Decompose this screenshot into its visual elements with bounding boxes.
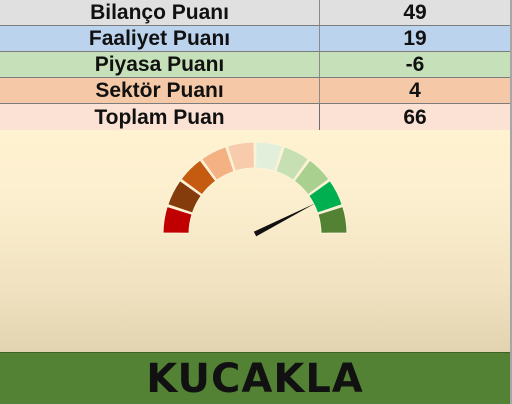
- gauge-segment: [162, 205, 193, 234]
- gauge-segment: [317, 205, 348, 234]
- column-edge: [510, 0, 512, 404]
- verdict-text: KUCAKLA: [146, 356, 364, 402]
- score-label-cell[interactable]: Faaliyet Puanı: [0, 26, 320, 51]
- total-value-cell[interactable]: 66: [403, 105, 427, 129]
- score-value-cell[interactable]: 19: [403, 27, 427, 50]
- verdict-banner[interactable]: KUCAKLA: [0, 352, 510, 404]
- score-label-cell[interactable]: Sektör Puanı: [0, 78, 320, 103]
- total-label-cell[interactable]: Toplam Puan: [0, 104, 320, 130]
- score-value-cell[interactable]: 4: [409, 79, 421, 102]
- gauge-segment: [293, 159, 330, 196]
- score-value-cell[interactable]: 49: [403, 1, 427, 24]
- gauge-segment: [308, 180, 343, 214]
- gauge-segment: [226, 141, 255, 172]
- gauge-segment: [275, 146, 309, 181]
- gauge-needle: [253, 203, 316, 237]
- gauge-segment: [201, 146, 235, 181]
- gauge-segment: [167, 180, 202, 214]
- score-row-sektor[interactable]: Sektör Puanı 4: [0, 78, 510, 104]
- gauge-segment: [180, 159, 217, 196]
- score-row-faaliyet[interactable]: Faaliyet Puanı 19: [0, 26, 510, 52]
- gauge-panel: [0, 130, 510, 352]
- score-row-bilanco[interactable]: Bilanço Puanı 49: [0, 0, 510, 26]
- score-label-cell[interactable]: Piyasa Puanı: [0, 52, 320, 77]
- score-row-piyasa[interactable]: Piyasa Puanı -6: [0, 52, 510, 78]
- score-gauge[interactable]: [0, 130, 510, 352]
- score-label-cell[interactable]: Bilanço Puanı: [0, 0, 320, 25]
- score-row-toplam[interactable]: Toplam Puan 66: [0, 104, 510, 130]
- score-value-cell[interactable]: -6: [405, 53, 425, 76]
- gauge-segment: [255, 141, 284, 172]
